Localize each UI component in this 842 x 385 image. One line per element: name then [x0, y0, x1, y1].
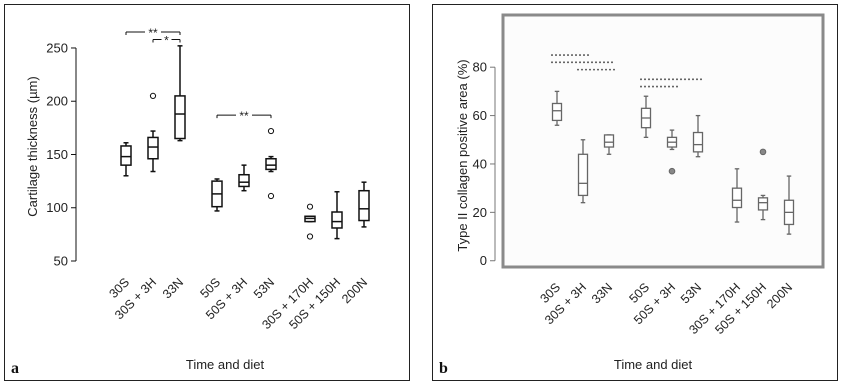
chart-a-xlabel: Time and diet — [185, 357, 265, 372]
box-body — [265, 157, 277, 171]
box-body — [757, 197, 769, 211]
y-tick-label: 20 — [473, 205, 487, 220]
box-body — [603, 134, 615, 148]
y-tick-label: 80 — [473, 60, 487, 75]
x-category-label: 200N — [339, 275, 370, 306]
x-category-label: 33N — [589, 280, 615, 306]
box-body — [577, 153, 589, 197]
y-tick-label: 150 — [46, 147, 68, 162]
y-tick-label: 50 — [54, 254, 68, 269]
y-tick-label: 100 — [46, 200, 68, 215]
panel-b-letter: b — [439, 360, 448, 377]
box-body — [120, 145, 132, 166]
box-outlier — [267, 127, 275, 135]
box-outlier — [267, 192, 275, 200]
y-axis-label: Cartilage thickness (µm) — [25, 76, 40, 216]
panel-b: 0 20 40 60 80 Type II collagen positive area … — [432, 4, 838, 381]
box-body — [174, 95, 186, 140]
y-tick-label: 250 — [46, 40, 68, 55]
box-body — [238, 173, 250, 188]
significance-gap — [161, 37, 172, 42]
x-category-label: 53N — [251, 275, 277, 301]
box-outlier — [149, 92, 157, 100]
significance-label: ** — [239, 109, 249, 123]
box-body — [358, 189, 370, 222]
panel-a-letter: a — [11, 360, 19, 377]
y-axis-label: Type II collagen positive area (%) — [455, 59, 470, 251]
significance-gap — [236, 113, 252, 118]
box-body — [147, 136, 159, 160]
box-body — [692, 131, 704, 153]
x-category-label: 53N — [678, 280, 704, 306]
box-outlier — [668, 167, 676, 175]
plot-frame — [501, 13, 825, 269]
box-outlier — [759, 148, 767, 156]
box-outlier — [306, 233, 314, 240]
box-body — [331, 211, 343, 229]
y-tick-label: 40 — [473, 156, 487, 171]
chart-b-xlabel: Time and diet — [613, 357, 693, 372]
y-tick-label: 60 — [473, 108, 487, 123]
x-category-label: 200N — [764, 280, 795, 311]
y-tick-label: 0 — [480, 253, 487, 268]
significance-label: * — [164, 33, 169, 47]
box-outlier — [306, 203, 314, 210]
significance-label: ** — [148, 26, 158, 40]
box-body — [551, 102, 563, 122]
y-tick-label: 200 — [46, 94, 68, 109]
significance-gap — [145, 30, 161, 34]
box-body — [731, 187, 743, 209]
x-category-label: 33N — [160, 275, 186, 301]
panel-a: 50 100 150 200 250 Cartilage thickness (µm) 30… — [4, 4, 410, 381]
